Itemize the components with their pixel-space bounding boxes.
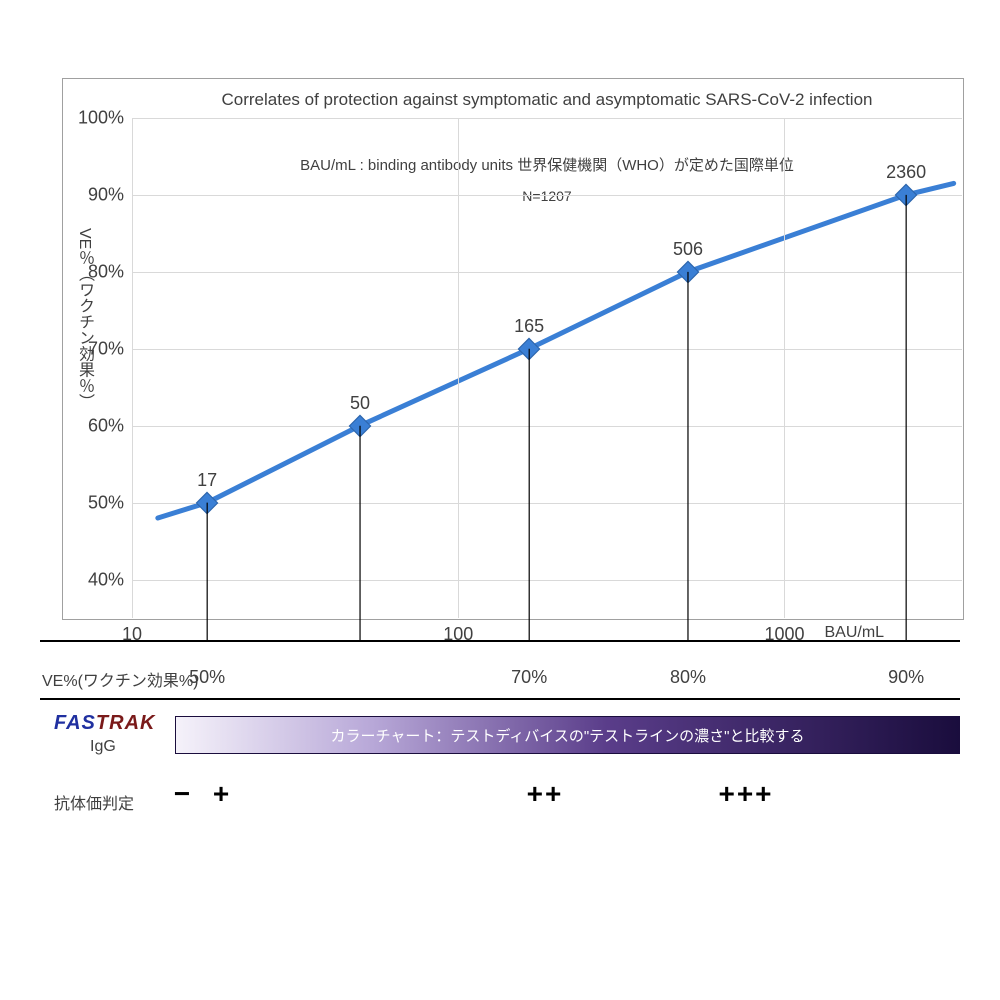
ve-tick-label: 90% <box>888 667 924 688</box>
igg-label: IgG <box>90 738 116 756</box>
divider-bottom <box>40 698 960 700</box>
color-gradient-bar: カラーチャート：テストディバイスの"テストラインの濃さ"と比較する <box>175 716 960 754</box>
ve-row-label: VE%(ワクチン効果%) <box>42 667 198 691</box>
fastrak-logo-part2: TRAK <box>96 712 156 734</box>
antibody-row-label: 抗体価判定 <box>54 790 134 814</box>
ve-tick-label: 80% <box>670 667 706 688</box>
fastrak-logo: FASTRAK <box>54 712 155 735</box>
antibody-symbol: − <box>174 778 192 810</box>
ve-tick-label: 50% <box>189 667 225 688</box>
antibody-symbol: ++ <box>527 778 564 810</box>
fastrak-logo-part1: FAS <box>54 712 96 734</box>
color-bar-caption: カラーチャート：テストディバイスの"テストラインの濃さ"と比較する <box>176 725 959 746</box>
drop-lines-svg <box>0 0 1000 1000</box>
antibody-symbol: + <box>213 778 231 810</box>
ve-tick-label: 70% <box>511 667 547 688</box>
canvas: Correlates of protection against symptom… <box>0 0 1000 1000</box>
antibody-symbol: +++ <box>718 778 773 810</box>
divider-top <box>40 640 960 642</box>
